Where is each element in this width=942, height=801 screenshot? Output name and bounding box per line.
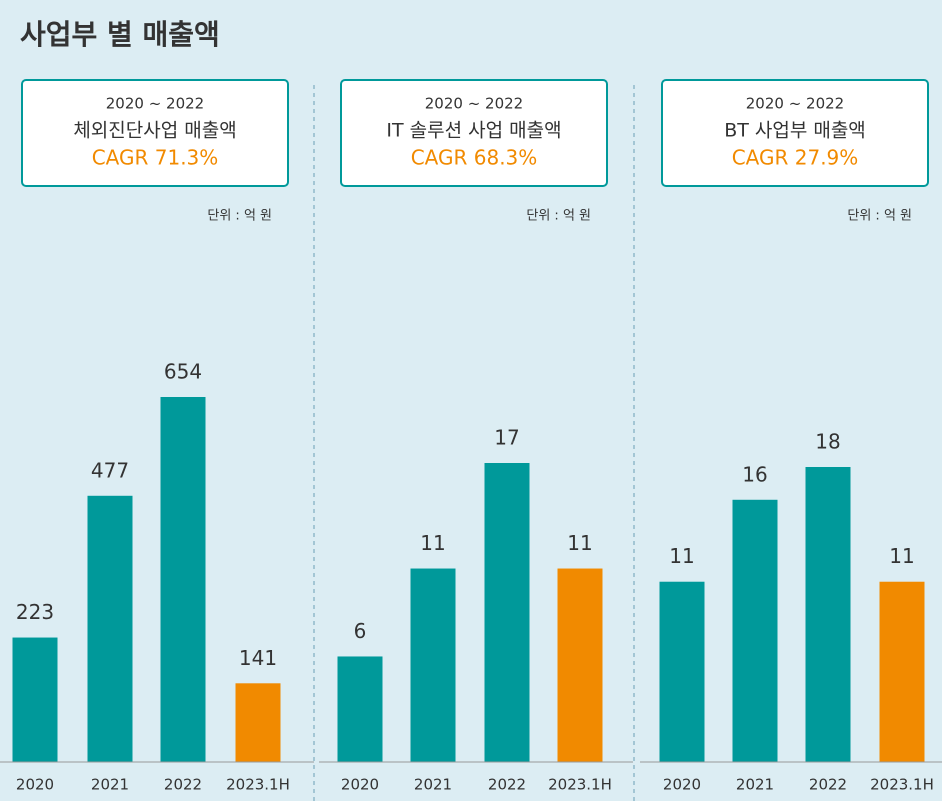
segment-name: 체외진단사업 매출액 <box>73 120 236 142</box>
value-label: 11 <box>889 544 914 568</box>
category-label: 2021 <box>736 776 774 794</box>
bar <box>732 499 778 762</box>
value-label: 18 <box>815 430 840 454</box>
bar <box>337 656 383 762</box>
period-label: 2020 ~ 2022 <box>425 95 523 113</box>
segment-name: IT 솔루션 사업 매출액 <box>386 120 561 142</box>
bar <box>87 495 133 762</box>
unit-label: 단위 : 억 원 <box>847 209 912 224</box>
value-label: 654 <box>164 360 202 384</box>
value-label: 141 <box>239 646 277 670</box>
segment-name: BT 사업부 매출액 <box>724 120 866 142</box>
value-label: 477 <box>91 458 129 482</box>
value-label: 11 <box>567 531 592 555</box>
summary-box <box>340 79 608 187</box>
bar <box>484 463 530 762</box>
period-label: 2020 ~ 2022 <box>746 95 844 113</box>
cagr-label: CAGR 71.3% <box>92 146 219 170</box>
summary-box <box>21 79 289 187</box>
bar <box>410 568 456 762</box>
category-label: 2020 <box>341 776 379 794</box>
category-label: 2022 <box>809 776 847 794</box>
category-label: 2022 <box>164 776 202 794</box>
value-label: 223 <box>16 600 54 624</box>
category-label: 2021 <box>91 776 129 794</box>
bar <box>879 581 925 762</box>
summary-box <box>661 79 929 187</box>
value-label: 6 <box>354 619 367 643</box>
bar <box>659 581 705 762</box>
category-label: 2020 <box>16 776 54 794</box>
page-title: 사업부 별 매출액 <box>20 18 220 51</box>
unit-label: 단위 : 억 원 <box>207 209 272 224</box>
value-label: 11 <box>669 544 694 568</box>
bar <box>805 467 851 762</box>
category-label: 2020 <box>663 776 701 794</box>
bar <box>160 397 206 762</box>
value-label: 16 <box>742 462 767 486</box>
category-label: 2023.1H <box>870 776 934 794</box>
bar <box>12 637 58 762</box>
value-label: 17 <box>494 426 519 450</box>
category-label: 2021 <box>414 776 452 794</box>
category-label: 2023.1H <box>226 776 290 794</box>
unit-label: 단위 : 억 원 <box>526 209 591 224</box>
cagr-label: CAGR 27.9% <box>732 146 859 170</box>
bar <box>557 568 603 762</box>
period-label: 2020 ~ 2022 <box>106 95 204 113</box>
cagr-label: CAGR 68.3% <box>411 146 538 170</box>
bar <box>235 683 281 762</box>
value-label: 11 <box>420 531 445 555</box>
category-label: 2022 <box>488 776 526 794</box>
category-label: 2023.1H <box>548 776 612 794</box>
